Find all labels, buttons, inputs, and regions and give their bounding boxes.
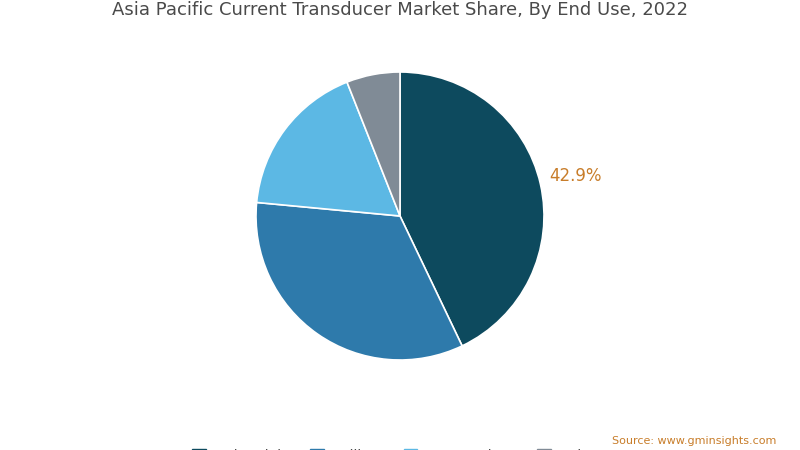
Wedge shape <box>400 72 544 346</box>
Title: Asia Pacific Current Transducer Market Share, By End Use, 2022: Asia Pacific Current Transducer Market S… <box>112 1 688 19</box>
Legend: Industrial, Utility, Automotive, Others: Industrial, Utility, Automotive, Others <box>186 443 614 450</box>
Wedge shape <box>256 202 462 360</box>
Text: 42.9%: 42.9% <box>550 167 602 185</box>
Text: Source: www.gminsights.com: Source: www.gminsights.com <box>612 436 776 446</box>
Wedge shape <box>257 82 400 216</box>
Wedge shape <box>347 72 400 216</box>
